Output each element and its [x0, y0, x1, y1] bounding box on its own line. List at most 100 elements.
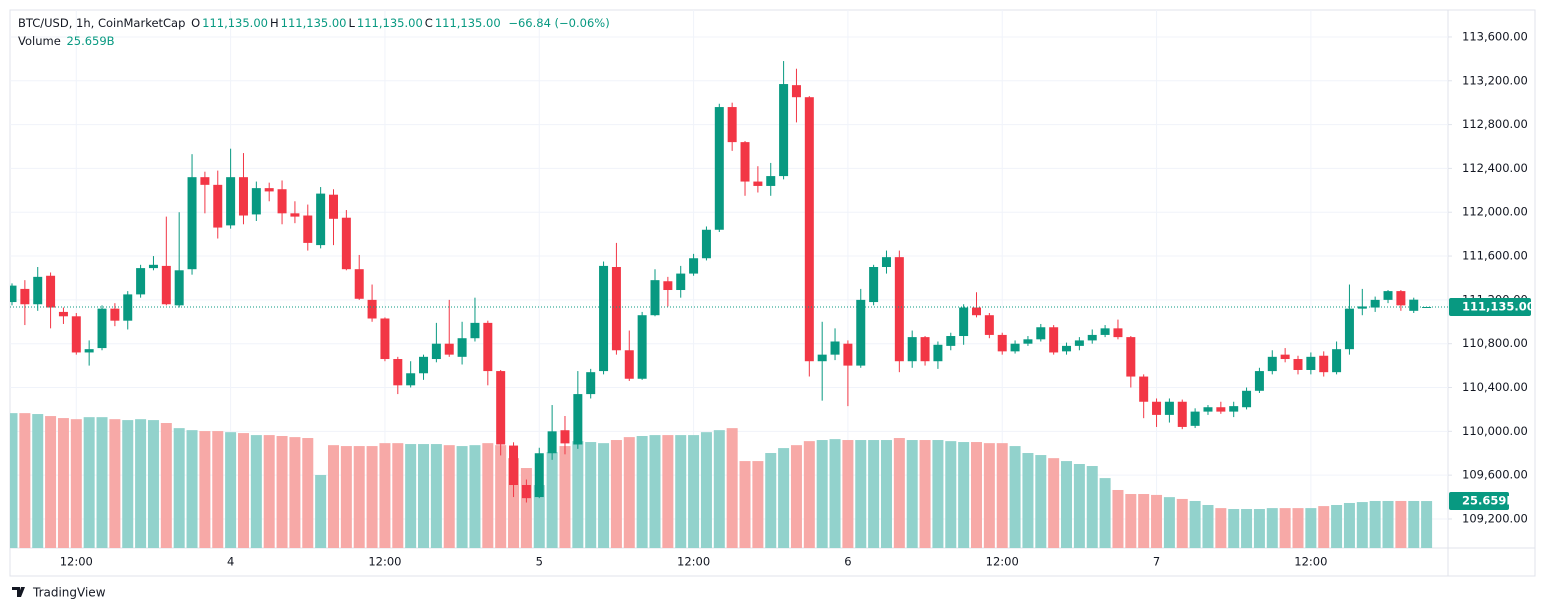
x-tick-label: 12:00: [677, 555, 710, 569]
volume-bar: [649, 435, 661, 548]
volume-bar: [482, 443, 494, 548]
candle-body: [393, 359, 403, 386]
volume-legend: Volume 25.659B: [18, 34, 117, 48]
candle-body: [10, 285, 17, 303]
volume-bar: [1241, 509, 1253, 548]
candle-body: [1396, 291, 1406, 306]
x-tick-label: 6: [844, 555, 851, 569]
candle-body: [1139, 376, 1149, 402]
volume-bar: [237, 433, 249, 548]
volume-bar: [495, 445, 507, 548]
candle-body: [187, 177, 197, 270]
candle-body: [161, 265, 171, 305]
volume-bar: [932, 440, 944, 548]
candle-body: [869, 267, 879, 303]
y-tick-label: 111,600.00: [1462, 249, 1528, 263]
volume-bar: [675, 435, 687, 548]
candle-body: [136, 268, 146, 295]
y-tick-label: 110,400.00: [1462, 380, 1528, 394]
candle-body: [444, 343, 454, 355]
volume-bar: [456, 446, 468, 548]
volume-bar: [276, 436, 288, 548]
candle-body: [110, 308, 120, 321]
candle-body: [1409, 299, 1419, 311]
volume-bar: [1202, 504, 1214, 548]
volume-bar: [173, 428, 185, 548]
volume-bar: [405, 444, 417, 548]
volume-bar: [1022, 453, 1034, 548]
candle-body: [1254, 371, 1264, 391]
candle-body: [766, 176, 776, 186]
volume-bar: [803, 441, 815, 548]
candle-body: [509, 445, 519, 486]
candle-body: [1357, 306, 1367, 309]
candle-body: [1280, 354, 1290, 360]
volume-bar: [469, 445, 481, 548]
volume-bar: [1382, 500, 1394, 548]
volume-bar: [508, 458, 520, 548]
candle-body: [123, 294, 133, 321]
x-tick-label: 12:00: [986, 555, 1019, 569]
candle-body: [1293, 359, 1303, 370]
volume-bar: [1035, 455, 1047, 548]
candle-body: [676, 273, 686, 291]
volume-bar: [1318, 506, 1330, 548]
candle-body: [1036, 327, 1046, 340]
volume-bar: [996, 443, 1008, 548]
volume-bar: [1125, 494, 1137, 548]
candle-body: [1306, 356, 1316, 370]
volume-bar: [1009, 446, 1021, 548]
volume-bar: [109, 419, 121, 548]
candle-body: [316, 193, 326, 246]
candle-body: [1062, 345, 1072, 352]
volume-bar: [533, 485, 545, 548]
legend-row: BTC/USD, 1h, CoinMarketCap O 111,135.00 H 1…: [18, 16, 612, 30]
volume-name: Volume: [18, 34, 61, 48]
volume-bar: [57, 418, 69, 548]
volume-bar: [1292, 508, 1304, 548]
candle-body: [997, 334, 1007, 352]
x-tick-label: 5: [536, 555, 543, 569]
volume-bar: [160, 423, 172, 548]
candle-body: [663, 281, 673, 291]
volume-bar: [816, 440, 828, 548]
volume-bar: [430, 444, 442, 548]
candle-body: [984, 315, 994, 335]
volume-bar: [1228, 509, 1240, 548]
candle-body: [84, 349, 94, 353]
volume-bar: [1369, 500, 1381, 548]
volume-bar: [623, 437, 635, 548]
candle-body: [354, 269, 364, 299]
volume-bar: [1151, 494, 1163, 548]
volume-bar: [893, 438, 905, 548]
y-tick-label: 110,000.00: [1462, 424, 1528, 438]
volume-bar: [880, 440, 892, 548]
volume-bar: [572, 441, 584, 548]
volume-bar: [919, 440, 931, 548]
symbol: BTC/USD, 1h, CoinMarketCap: [18, 16, 186, 30]
y-tick-label: 112,000.00: [1462, 205, 1528, 219]
candle-body: [534, 453, 544, 498]
candle-body: [586, 372, 596, 395]
candle-body: [33, 276, 43, 305]
candle-body: [521, 485, 531, 499]
change: −66.84 (−0.06%): [508, 16, 610, 30]
volume-bar: [713, 430, 725, 548]
candle-body: [1010, 343, 1020, 352]
volume-bar: [328, 445, 339, 548]
candle-body: [277, 189, 287, 214]
volume-bar: [688, 435, 700, 548]
candle-body: [238, 177, 248, 216]
volume-bar: [340, 446, 352, 548]
candle-body: [1319, 355, 1329, 373]
volume-bar: [868, 440, 880, 548]
x-tick-label: 4: [227, 555, 234, 569]
candle-body: [779, 84, 789, 177]
volume-bar: [1421, 501, 1433, 548]
candle-body: [226, 177, 236, 226]
candle-body: [419, 356, 429, 374]
candle-body: [856, 299, 866, 366]
last-price-tag: [1449, 297, 1531, 316]
logo: [12, 587, 25, 597]
candle-body: [843, 343, 853, 366]
